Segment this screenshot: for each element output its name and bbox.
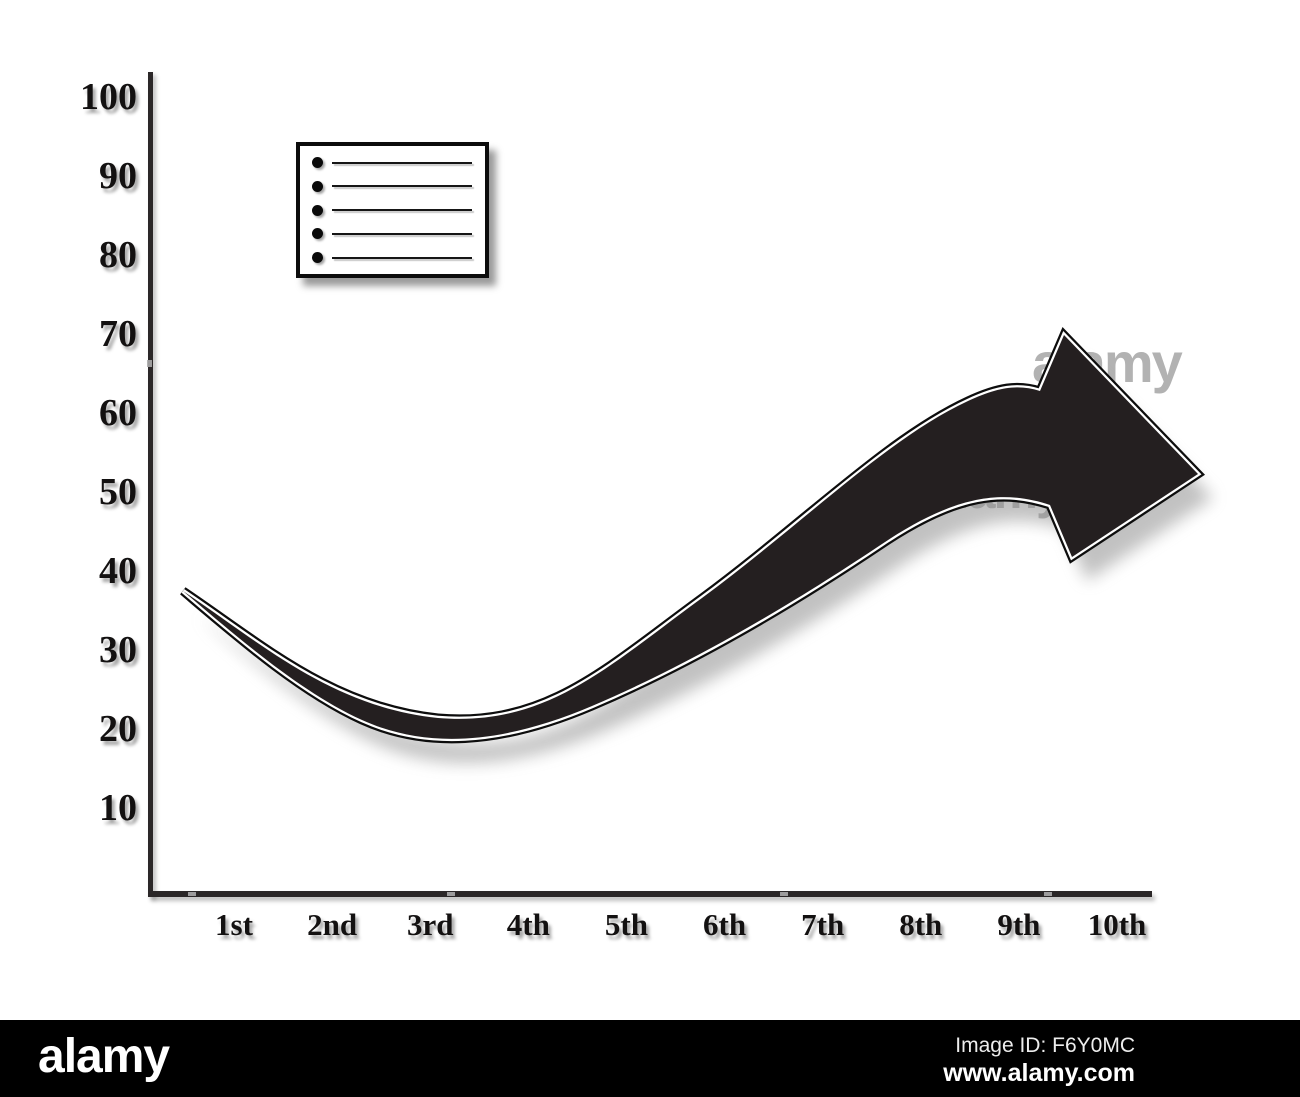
y-axis-tick-label: 100 (80, 76, 137, 118)
legend-row (312, 204, 475, 216)
legend-line (332, 256, 472, 259)
y-axis-tick-label: 60 (99, 392, 137, 434)
arrow-body (183, 335, 1198, 739)
legend-line (332, 161, 472, 164)
legend-row (312, 157, 475, 168)
y-axis-tick-label: 40 (99, 550, 137, 592)
legend-bullet-icon (312, 157, 323, 168)
footer-credits: Image ID: F6Y0MC www.alamy.com (943, 1033, 1135, 1087)
axis-joint-mark (1044, 892, 1052, 896)
y-axis-tick-label: 90 (99, 155, 137, 197)
x-axis-tick-label: 10th (1087, 907, 1147, 942)
y-axis-tick-label: 10 (99, 787, 137, 829)
legend-rows (300, 146, 485, 274)
axis-joint-mark (447, 892, 455, 896)
x-axis-tick-label: 4th (506, 907, 550, 942)
x-axis-tick-label: 2nd (307, 907, 358, 942)
image-id-text: Image ID: F6Y0MC (955, 1034, 1135, 1057)
y-axis-tick-label: 80 (99, 234, 137, 276)
footer-bar: alamy Image ID: F6Y0MC www.alamy.com (0, 1020, 1300, 1097)
alamy-url-text: www.alamy.com (943, 1059, 1135, 1087)
axis-joint-mark (147, 360, 152, 367)
x-axis-tick-label: 7th (801, 907, 845, 942)
x-axis-tick-label: 5th (604, 907, 648, 942)
y-axis-tick-label: 30 (99, 629, 137, 671)
legend-row (312, 180, 475, 192)
legend-box (296, 142, 489, 278)
x-axis-tick-label: 1st (215, 907, 253, 942)
x-axis-line (148, 891, 1152, 897)
y-axis-tick-label: 70 (99, 313, 137, 355)
x-axis-tick-label: 9th (997, 907, 1041, 942)
legend-bullet-icon (312, 180, 323, 192)
legend-line (332, 185, 472, 188)
legend-bullet-icon (312, 228, 323, 240)
legend-row (312, 228, 475, 240)
legend-line (332, 209, 472, 211)
axis-joint-mark (780, 892, 788, 896)
x-axis-tick-label: 3rd (406, 907, 454, 942)
y-axis-tick-label: 20 (99, 708, 137, 750)
legend-bullet-icon (312, 204, 323, 216)
x-axis-tick-label: 8th (899, 907, 943, 942)
legend-bullet-icon (312, 252, 323, 263)
x-axis-tick-label: 6th (703, 907, 747, 942)
y-axis-tick-label: 50 (99, 471, 137, 513)
axis-joint-mark (188, 892, 196, 896)
legend-line (332, 232, 472, 235)
legend-row (312, 252, 475, 263)
alamy-logo: alamy (38, 1030, 170, 1083)
y-axis-line (148, 72, 153, 897)
